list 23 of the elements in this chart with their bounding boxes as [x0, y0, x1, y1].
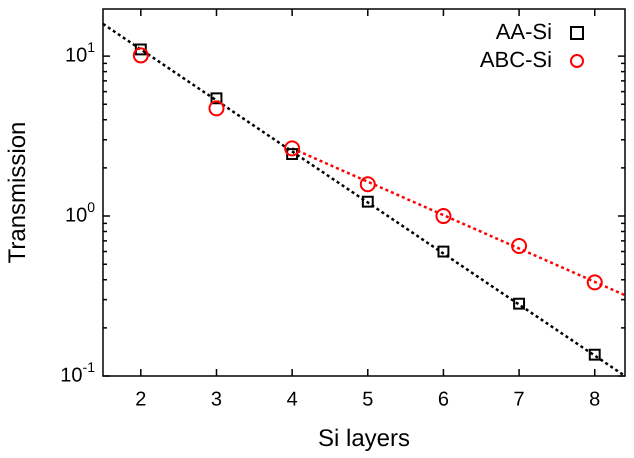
x-tick-label: 5 [362, 388, 374, 411]
x-tick-label: 2 [135, 388, 146, 411]
point [513, 298, 526, 310]
point [511, 238, 528, 254]
point [284, 140, 300, 156]
point [588, 348, 601, 361]
x-tick-label: 7 [514, 388, 525, 411]
x-tick-label: 8 [589, 388, 600, 411]
point [132, 47, 149, 64]
legend-label: AA-Si [496, 19, 552, 44]
point [362, 196, 374, 208]
x-tick-label: 4 [286, 388, 298, 411]
point [437, 246, 450, 258]
x-axis-title: Si layers [318, 425, 410, 452]
x-tick-label: 6 [438, 388, 449, 411]
point [435, 208, 452, 224]
legend-label: ABC-Si [480, 47, 552, 72]
point [210, 92, 222, 104]
x-tick-label: 3 [210, 388, 222, 411]
y-axis-title: Transmission [4, 122, 32, 264]
point [360, 176, 376, 192]
point [586, 274, 603, 290]
point [208, 100, 224, 116]
